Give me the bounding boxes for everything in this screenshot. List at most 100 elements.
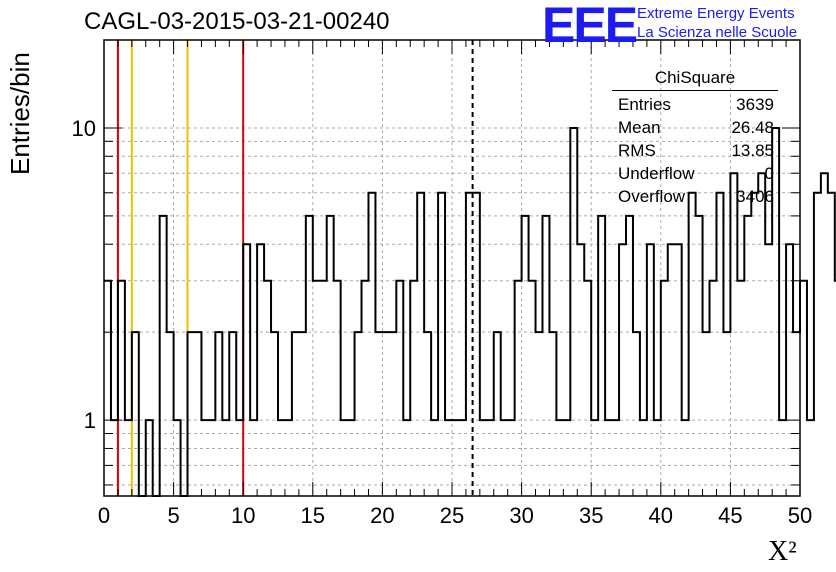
histogram-bin — [306, 216, 313, 496]
histogram-bin — [633, 332, 640, 496]
histogram-bin — [188, 332, 195, 496]
histogram-bin — [710, 281, 717, 496]
stats-row-entries: Entries 3639 — [612, 93, 778, 116]
histogram-bin — [118, 281, 125, 496]
histogram-bin — [375, 332, 382, 496]
histogram-bin — [292, 332, 299, 496]
x-tick-label: 25 — [440, 503, 464, 528]
x-tick-label: 5 — [167, 503, 179, 528]
x-tick-label: 15 — [301, 503, 325, 528]
histogram-bin — [424, 332, 431, 496]
histogram-bin — [271, 332, 278, 496]
histogram-bin — [362, 281, 369, 496]
stats-row-overflow: Overflow 3406 — [612, 185, 778, 208]
histogram-bin — [536, 332, 543, 496]
histogram-bin — [494, 332, 501, 496]
histogram-bin — [821, 173, 828, 496]
eee-logo: EEE — [542, 0, 638, 53]
histogram-bin — [807, 420, 814, 496]
histogram-bin — [522, 216, 529, 496]
stats-row-rms: RMS 13.85 — [612, 139, 778, 162]
histogram-bin — [765, 244, 772, 496]
histogram-bin — [737, 281, 744, 496]
y-tick-label: 1 — [84, 408, 96, 433]
histogram-bin — [814, 193, 821, 496]
histogram-bin — [689, 193, 696, 496]
histogram-bin — [320, 281, 327, 496]
histogram-bin — [828, 193, 835, 496]
stats-label: Mean — [618, 118, 661, 137]
histogram-bin — [438, 193, 445, 496]
x-tick-label: 35 — [579, 503, 603, 528]
x-tick-label: 45 — [718, 503, 742, 528]
histogram-bin — [313, 281, 320, 496]
histogram-bin — [529, 281, 536, 496]
histogram-bin — [417, 193, 424, 496]
histogram-bin — [355, 332, 362, 496]
chart-title: CAGL-03-2015-03-21-00240 — [84, 8, 390, 35]
stats-value: 3639 — [736, 95, 774, 114]
histogram-bin — [793, 332, 800, 496]
stats-label: Entries — [618, 95, 671, 114]
x-tick-label: 20 — [370, 503, 394, 528]
stats-row-mean: Mean 26.48 — [612, 116, 778, 139]
y-tick-label: 10 — [72, 116, 96, 141]
histogram-bin — [382, 332, 389, 496]
logo-line-2: La Scienza nelle Scuole — [637, 24, 798, 41]
histogram-bin — [257, 244, 264, 496]
histogram-bin — [786, 244, 793, 496]
histogram-bin — [675, 244, 682, 496]
histogram-bin — [549, 332, 556, 496]
histogram-bin — [243, 244, 250, 496]
x-tick-label: 0 — [98, 503, 110, 528]
histogram-bin — [598, 216, 605, 496]
histogram-bin — [703, 332, 710, 496]
histogram-bin — [515, 281, 522, 496]
histogram-bin — [577, 244, 584, 496]
histogram-bin — [299, 332, 306, 496]
histogram-bin — [730, 173, 737, 496]
logo-line-1: Extreme Energy Events — [637, 5, 795, 22]
y-axis-label: Entries/bin — [5, 52, 35, 175]
histogram-bin — [215, 332, 222, 496]
x-axis-label: X² — [768, 536, 797, 567]
stats-value: 3406 — [736, 187, 774, 206]
histogram-bin — [758, 173, 765, 496]
histogram-bin — [668, 244, 675, 496]
x-tick-label: 40 — [649, 503, 673, 528]
histogram-bin — [396, 281, 403, 496]
histogram-bin — [619, 244, 626, 496]
histogram-bin — [132, 332, 139, 496]
histogram-bin — [473, 193, 480, 496]
histogram-bin — [584, 281, 591, 496]
histogram-bin — [751, 193, 758, 496]
histogram-bin — [389, 332, 396, 496]
histogram-bin — [167, 332, 174, 496]
stats-title: ChiSquare — [612, 68, 778, 91]
stats-label: Overflow — [618, 187, 686, 206]
x-tick-label: 50 — [788, 503, 812, 528]
stats-label: Underflow — [618, 164, 695, 183]
histogram-bin — [696, 216, 703, 496]
stats-value: 26.48 — [731, 118, 774, 137]
histogram-bin — [570, 128, 577, 496]
histogram-bin — [160, 216, 167, 496]
histogram-bin — [661, 281, 668, 496]
histogram-bin — [716, 193, 723, 496]
stats-row-underflow: Underflow 0 — [612, 162, 778, 185]
stats-value: 0 — [764, 164, 774, 183]
histogram-bin — [229, 332, 236, 496]
histogram-bin — [542, 216, 549, 496]
histogram-bin — [327, 216, 334, 496]
histogram-bin — [800, 281, 807, 496]
stats-value: 13.85 — [731, 141, 774, 160]
x-tick-label: 30 — [509, 503, 533, 528]
histogram-bin — [194, 332, 201, 496]
histogram-line — [104, 126, 836, 497]
histogram-bin — [104, 281, 111, 496]
histogram-bin — [334, 281, 341, 496]
histogram-bin — [410, 281, 417, 496]
x-tick-label: 10 — [231, 503, 255, 528]
stats-label: RMS — [618, 141, 656, 160]
stats-box: ChiSquare Entries 3639 Mean 26.48 RMS 13… — [612, 68, 778, 208]
